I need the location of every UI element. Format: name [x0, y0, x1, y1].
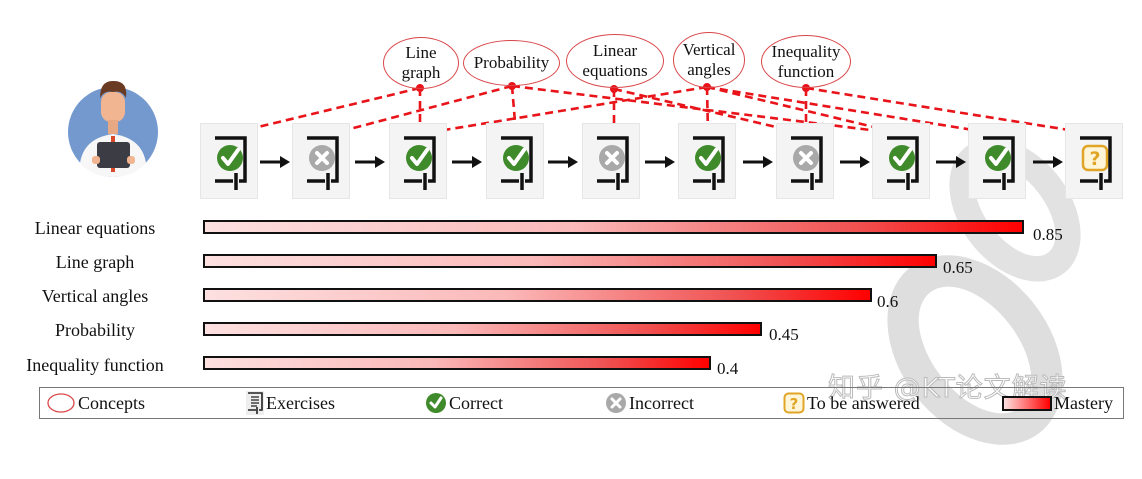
student-icon [68, 80, 158, 177]
exercise-9-correct[interactable] [968, 123, 1026, 199]
exercise-incorrect-icon [305, 136, 339, 191]
legend-mastery: Mastery [1002, 388, 1113, 418]
exercise-3-correct[interactable] [389, 123, 447, 199]
arrow-right-icon [548, 155, 578, 169]
concept-linear-equations[interactable]: Linear equations [566, 34, 664, 88]
exercise-5-incorrect[interactable] [582, 123, 640, 199]
incorrect-x-icon [606, 393, 626, 413]
question-mark-icon: ? [783, 392, 805, 414]
arrow-right-icon [452, 155, 482, 169]
concept-inequality-function[interactable]: Inequality function [761, 35, 851, 88]
exercise-10-to-be-answered[interactable] [1065, 123, 1123, 199]
mastery-value: 0.6 [877, 292, 899, 311]
legend-concepts: Concepts [46, 388, 145, 418]
mastery-bar-probability [203, 322, 762, 336]
legend-to-be-answered: ? To be answered [783, 388, 920, 418]
mastery-bar-inequality-function [203, 356, 711, 370]
exercise-incorrect-icon [789, 136, 823, 191]
legend-exercises: Exercises [246, 388, 335, 418]
mastery-value: 0.4 [717, 359, 739, 378]
mastery-bar-line-graph [203, 254, 937, 268]
concept-ellipse-icon [47, 393, 75, 413]
mastery-bar-swatch-icon [1002, 395, 1052, 411]
exercise-correct-icon [981, 136, 1015, 191]
arrow-right-icon [936, 155, 966, 169]
exercise-correct-icon [885, 136, 919, 191]
exercise-1-correct[interactable] [200, 123, 258, 199]
legend-correct: Correct [425, 388, 503, 418]
mastery-label: Vertical angles [41, 286, 149, 306]
concept-probability[interactable]: Probability [463, 40, 560, 86]
arrow-right-icon [260, 155, 290, 169]
arrow-right-icon [743, 155, 773, 169]
svg-text:?: ? [790, 395, 799, 413]
exercise-document-icon [246, 391, 264, 415]
legend: Concepts Exercises Correct Incorrect ? T… [39, 387, 1124, 419]
exercise-8-correct[interactable] [872, 123, 930, 199]
exercise-correct-icon [499, 136, 533, 191]
arrow-right-icon [1033, 155, 1063, 169]
exercise-4-correct[interactable] [486, 123, 544, 199]
concept-vertical-angles[interactable]: Vertical angles [673, 32, 745, 88]
exercise-pending-icon [1078, 136, 1112, 191]
concept-line-graph[interactable]: Line graph [383, 37, 459, 89]
mastery-value: 0.85 [1033, 225, 1063, 244]
exercise-correct-icon [691, 136, 725, 191]
student-avatar [64, 68, 162, 178]
mastery-label: Probability [55, 320, 135, 340]
mastery-label: Line graph [55, 252, 135, 272]
arrow-right-icon [840, 155, 870, 169]
exercise-7-incorrect[interactable] [776, 123, 834, 199]
exercise-6-correct[interactable] [678, 123, 736, 199]
exercise-2-incorrect[interactable] [292, 123, 350, 199]
exercise-correct-icon [213, 136, 247, 191]
mastery-bar-linear-equations [203, 220, 1024, 234]
mastery-value: 0.65 [943, 258, 973, 277]
arrow-right-icon [645, 155, 675, 169]
mastery-value: 0.45 [769, 325, 799, 344]
mastery-bar-vertical-angles [203, 288, 872, 302]
exercise-incorrect-icon [595, 136, 629, 191]
mastery-label: Inequality function [26, 355, 164, 375]
exercise-correct-icon [402, 136, 436, 191]
mastery-label: Linear equations [34, 218, 156, 238]
arrow-right-icon [355, 155, 385, 169]
correct-check-icon [426, 393, 446, 413]
legend-incorrect: Incorrect [605, 388, 694, 418]
